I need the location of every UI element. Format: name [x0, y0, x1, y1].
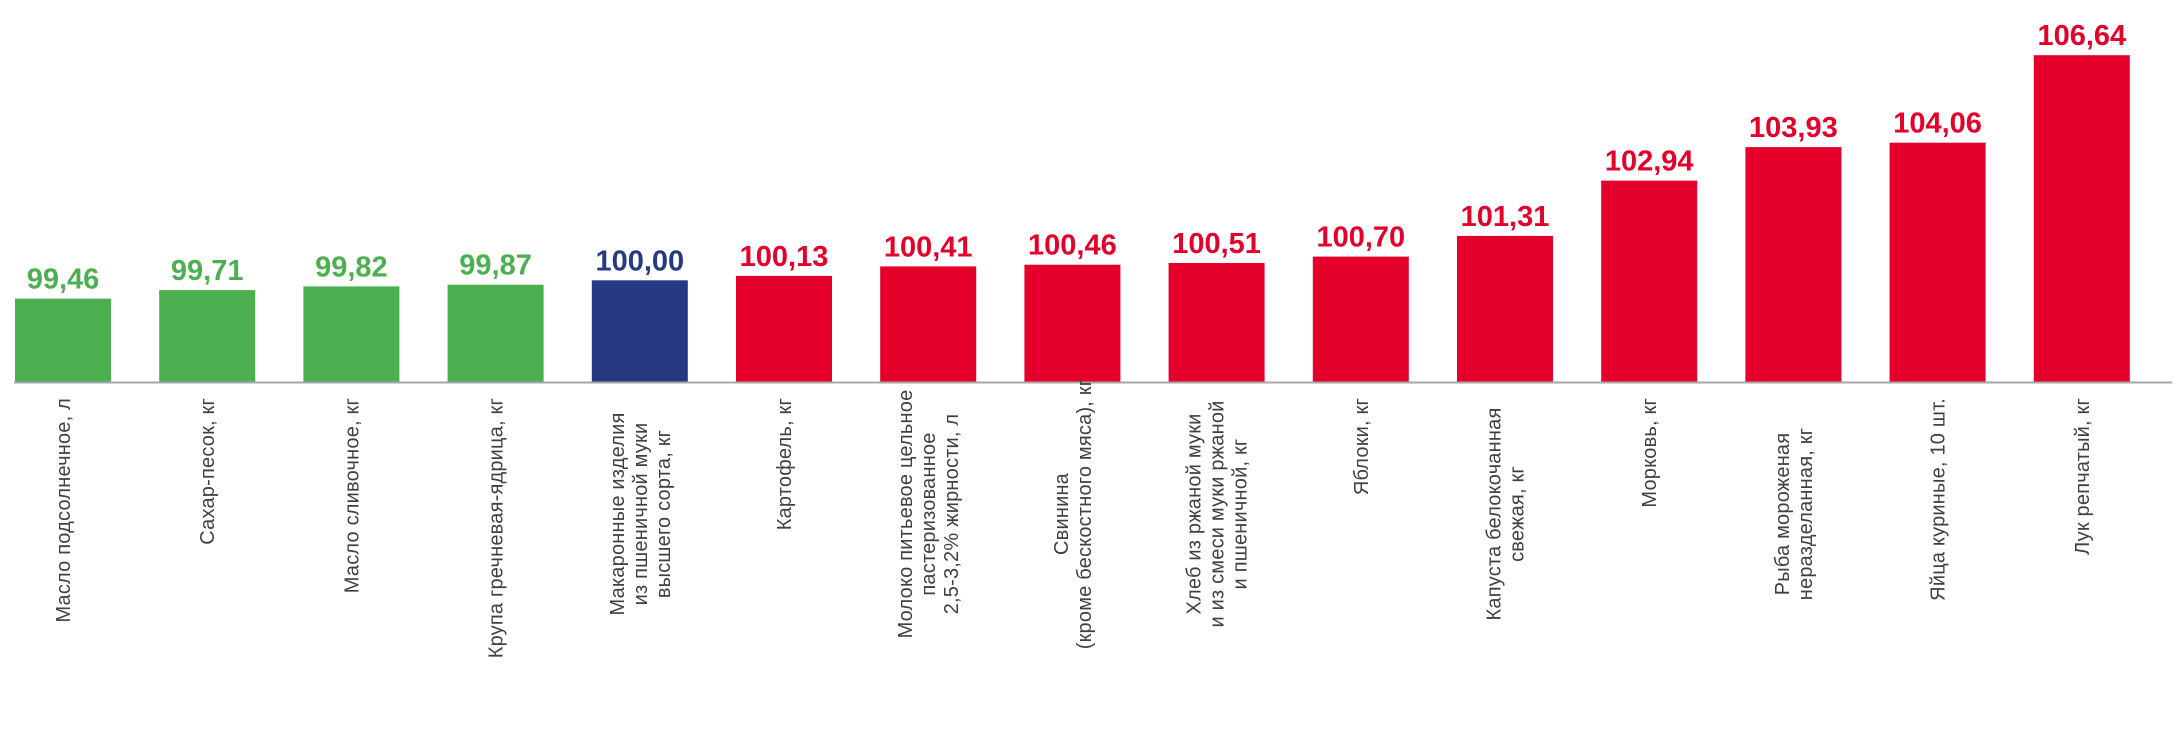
- bar-11: [1457, 235, 1553, 382]
- category-label-7-line-3: 2,5-3,2% жирности, л: [941, 414, 963, 615]
- category-label-5-line-3: высшего сорта, кг: [653, 430, 675, 598]
- category-label-8: Свинина (кроме бескостного мяса), кг: [1051, 379, 1096, 650]
- category-label-13-line-1: Рыба мороженая: [1772, 433, 1794, 596]
- category-label-9: Хлеб из ржаной муки и из смеси муки ржано…: [1184, 400, 1252, 627]
- category-label-5-line-2: из пшеничной муки: [630, 423, 652, 606]
- value-label-14: 104,06: [1893, 108, 1982, 140]
- value-label-10: 100,70: [1316, 222, 1405, 254]
- category-label-7-line-2: пастеризованное: [918, 432, 940, 595]
- category-label-3-line-1: Масло сливочное, кг: [341, 398, 363, 593]
- bar-9: [1168, 263, 1265, 382]
- bar-6: [736, 275, 832, 382]
- category-label-12: Морковь, кг: [1639, 398, 1661, 508]
- category-label-11-line-1: Капуста белокочанная: [1484, 408, 1506, 621]
- category-label-8-line-2: (кроме бескостного мяса), кг: [1074, 379, 1096, 650]
- bar-4: [447, 284, 544, 382]
- category-label-7-line-1: Молоко питьевое цельное: [895, 390, 917, 639]
- category-label-5: Макаронные изделия из пшеничной муки высше…: [607, 412, 675, 615]
- category-label-15-line-1: Лук репчатый, кг: [2072, 398, 2094, 555]
- value-label-3: 99,82: [315, 251, 388, 283]
- category-label-7: Молоко питьевое цельное пастеризованное 2,…: [895, 390, 963, 639]
- category-label-11: Капуста белокочанная свежая, кг: [1484, 408, 1529, 621]
- value-label-11: 101,31: [1461, 201, 1550, 233]
- bar-2: [159, 290, 256, 382]
- category-label-13-line-2: неразделанная, кг: [1795, 428, 1817, 600]
- category-label-9-line-2: и из смеси муки ржаной: [1207, 400, 1229, 627]
- bar-3: [303, 286, 400, 382]
- category-label-14: Яйца куриные, 10 шт.: [1928, 398, 1950, 601]
- category-label-12-line-1: Морковь, кг: [1639, 398, 1661, 508]
- value-label-15: 106,64: [2037, 20, 2126, 52]
- category-label-11-line-2: свежая, кг: [1507, 466, 1529, 562]
- category-label-10: Яблоки, кг: [1351, 398, 1373, 495]
- value-label-13: 103,93: [1749, 112, 1838, 144]
- bar-10: [1312, 256, 1409, 382]
- category-label-4-line-1: Крупа гречневая-ядрица, кг: [486, 398, 508, 658]
- category-label-10-line-1: Яблоки, кг: [1351, 398, 1373, 495]
- category-label-8-line-1: Свинина: [1051, 472, 1073, 555]
- bar-7: [880, 266, 977, 382]
- value-label-8: 100,46: [1028, 230, 1117, 262]
- value-label-1: 99,46: [27, 264, 100, 296]
- category-label-2-line-1: Сахар-песок, кг: [197, 398, 219, 545]
- value-label-9: 100,51: [1172, 228, 1261, 260]
- category-label-3: Масло сливочное, кг: [341, 398, 363, 593]
- value-label-5: 100,00: [595, 245, 684, 277]
- value-label-12: 102,94: [1605, 146, 1694, 178]
- value-label-2: 99,71: [171, 255, 244, 287]
- bar-1: [15, 298, 111, 382]
- value-labels-layer: 99,46 99,71 99,82 99,87 100,00 100,13 100,41 10…: [27, 20, 2126, 295]
- category-label-13: Рыба мороженая неразделанная, кг: [1772, 428, 1817, 600]
- category-label-15: Лук репчатый, кг: [2072, 398, 2094, 555]
- category-label-1: Масло подсолнечное, л: [53, 398, 75, 623]
- category-label-9-line-3: и пшеничной, кг: [1230, 439, 1252, 590]
- bar-5: [591, 280, 688, 382]
- category-label-4: Крупа гречневая-ядрица, кг: [486, 398, 508, 658]
- value-label-7: 100,41: [884, 231, 973, 263]
- value-label-6: 100,13: [740, 241, 829, 273]
- bars-layer: [15, 55, 2130, 382]
- bar-15: [2033, 55, 2130, 382]
- bar-13: [1745, 147, 1842, 382]
- bar-14: [1889, 142, 1986, 382]
- category-label-6: Картофель, кг: [774, 398, 796, 530]
- category-label-2: Сахар-песок, кг: [197, 398, 219, 545]
- bar-8: [1024, 264, 1121, 382]
- category-label-14-line-1: Яйца куриные, 10 шт.: [1928, 398, 1950, 601]
- category-labels-layer: Масло подсолнечное, л Сахар-песок, кг Масл…: [53, 379, 2094, 659]
- category-label-1-line-1: Масло подсолнечное, л: [53, 398, 75, 623]
- category-label-6-line-1: Картофель, кг: [774, 398, 796, 530]
- category-label-5-line-1: Макаронные изделия: [607, 412, 629, 615]
- category-label-9-line-1: Хлеб из ржаной муки: [1184, 413, 1206, 614]
- bar-12: [1601, 180, 1698, 382]
- value-label-4: 99,87: [459, 250, 532, 282]
